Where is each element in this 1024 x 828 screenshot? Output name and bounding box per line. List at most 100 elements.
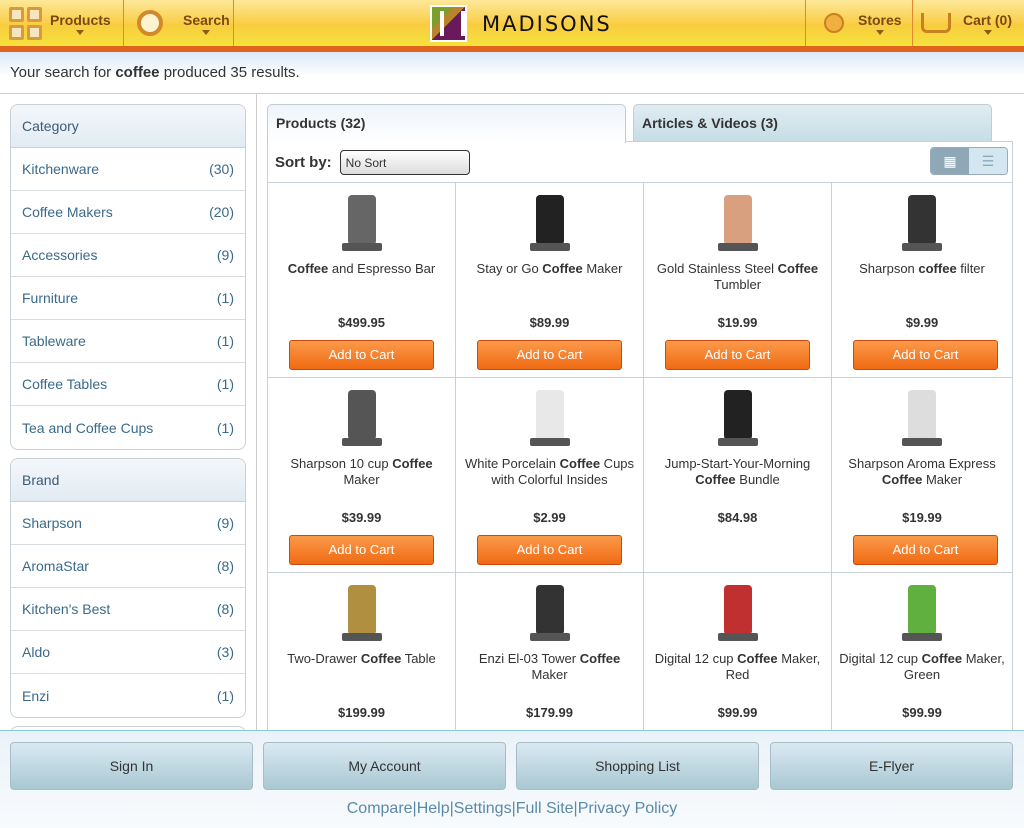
name-bold: Coffee [777,261,819,276]
product-name[interactable]: Jump-Start-Your-Morning Coffee Bundle [650,456,825,496]
product-base [341,243,382,251]
product-price: $19.99 [717,315,758,330]
facet-item-count: (3) [216,644,234,660]
product-name[interactable]: Sharpson 10 cup Coffee Maker [274,456,449,496]
facet-item[interactable]: Tea and Coffee Cups (1) [11,406,245,449]
name-post: Table [401,651,436,666]
product-name[interactable]: Enzi El-03 Tower Coffee Maker [462,651,637,691]
product-name[interactable]: Digital 12 cup Coffee Maker, Red [650,651,825,691]
product-image[interactable] [892,386,952,448]
product-image[interactable] [708,191,768,253]
product-card: Stay or Go Coffee Maker $89.99 Add to Cart [456,183,644,378]
product-name[interactable]: White Porcelain Coffee Cups with Colorfu… [462,456,637,496]
product-image[interactable] [892,191,952,253]
search-term: coffee [115,64,160,81]
sign-in-button[interactable]: Sign In [10,742,253,790]
product-name[interactable]: Stay or Go Coffee Maker [462,261,637,301]
chevron-down-icon [76,29,85,35]
facet-item-count: (8) [216,558,234,574]
facet-item-label: Sharpson [22,515,82,531]
product-image[interactable] [332,191,392,253]
product-image[interactable] [708,386,768,448]
footer-link[interactable]: Compare [346,800,413,817]
cart-menu[interactable]: Cart (0) [913,0,1024,46]
facet-item[interactable]: Accessories (9) [11,234,245,277]
facet-item-label: Furniture [22,290,79,306]
facet-item[interactable]: Coffee Tables (1) [11,363,245,406]
name-post: Cups with Colorful Insides [491,456,635,487]
products-menu[interactable]: Products [0,0,124,46]
footer-link[interactable]: Help [416,800,450,817]
product-price: $19.99 [902,510,942,525]
facet-item[interactable]: Tableware (1) [11,320,245,363]
shopping-list-button[interactable]: Shopping List [516,742,759,790]
product-image[interactable] [520,386,580,448]
add-to-cart-button[interactable]: Add to Cart [289,535,434,565]
facet-item[interactable]: Aldo (3) [11,631,245,674]
grid-view-icon[interactable]: ▦ [931,148,969,174]
name-pre: White Porcelain [464,456,560,471]
link-separator: | [511,800,516,817]
add-to-cart-button[interactable]: Add to Cart [665,340,810,370]
facet-item-label: Kitchen's Best [22,601,111,617]
product-image[interactable] [332,581,392,643]
footer-link[interactable]: Settings [453,800,512,817]
product-shape [535,195,564,245]
product-shape [908,585,936,635]
footer-links: Compare|Help|Settings|Full Site|Privacy … [0,800,1024,818]
product-name[interactable]: Two-Drawer Coffee Table [274,651,449,691]
cart-label: Cart (0) [963,11,1013,28]
sort-select[interactable]: No Sort [339,149,470,175]
facet-item[interactable]: Kitchen's Best (8) [11,588,245,631]
name-pre: Sharpson Aroma Express [848,456,996,471]
product-image[interactable] [708,581,768,643]
add-to-cart-button[interactable]: Add to Cart [853,340,998,370]
product-image[interactable] [520,581,580,643]
product-image[interactable] [892,581,952,643]
product-price: $499.95 [338,315,385,330]
facet-title: Brand [11,459,245,502]
add-to-cart-button[interactable]: Add to Cart [477,340,622,370]
search-menu[interactable]: Search [124,0,234,46]
facet-item[interactable]: Kitchenware (30) [11,148,245,191]
e-flyer-button[interactable]: E-Flyer [770,742,1013,790]
product-image[interactable] [332,386,392,448]
facet-item[interactable]: AromaStar (8) [11,545,245,588]
add-to-cart-button[interactable]: Add to Cart [289,340,434,370]
facet-item[interactable]: Enzi (1) [11,674,245,717]
logo-text: MADISONS [482,11,612,36]
name-post: Maker [531,667,568,682]
add-to-cart-button[interactable]: Add to Cart [477,535,622,565]
stores-menu[interactable]: Stores [805,0,913,46]
facet-item[interactable]: Coffee Makers (20) [11,191,245,234]
summary-prefix: Your search for [10,64,116,81]
product-name[interactable]: Coffee and Espresso Bar [274,261,449,301]
tab-products[interactable]: Products (32) [267,104,626,143]
footer-link[interactable]: Privacy Policy [577,800,678,817]
name-post: Maker, Green [903,651,1005,682]
madisons-logo[interactable]: MADISONS [430,5,612,42]
name-pre: Enzi El-03 Tower [478,651,580,666]
product-shape [723,195,752,245]
product-image[interactable] [520,191,580,253]
product-name[interactable]: Sharpson coffee filter [838,261,1006,301]
facet-item[interactable]: Furniture (1) [11,277,245,320]
product-price: $2.99 [533,510,566,525]
product-name[interactable]: Digital 12 cup Coffee Maker, Green [838,651,1006,691]
name-post: Maker, Red [725,651,821,682]
product-name[interactable]: Sharpson Aroma Express Coffee Maker [838,456,1006,496]
footer-link[interactable]: Full Site [515,800,574,817]
facet-item-label: Tableware [22,333,86,349]
facet-item-label: Kitchenware [22,161,100,177]
my-account-button[interactable]: My Account [263,742,506,790]
product-name[interactable]: Gold Stainless Steel Coffee Tumbler [650,261,825,301]
add-to-cart-button[interactable]: Add to Cart [853,535,998,565]
product-price: $179.99 [526,705,573,720]
product-card: Sharpson Aroma Express Coffee Maker $19.9… [832,378,1012,573]
summary-suffix: produced 35 results. [159,64,300,81]
product-price: $99.99 [717,705,758,720]
tab-articles-videos[interactable]: Articles & Videos (3) [633,104,992,142]
facet-item[interactable]: Sharpson (9) [11,502,245,545]
product-shape [347,585,376,635]
list-view-icon[interactable]: ☰ [969,148,1007,174]
